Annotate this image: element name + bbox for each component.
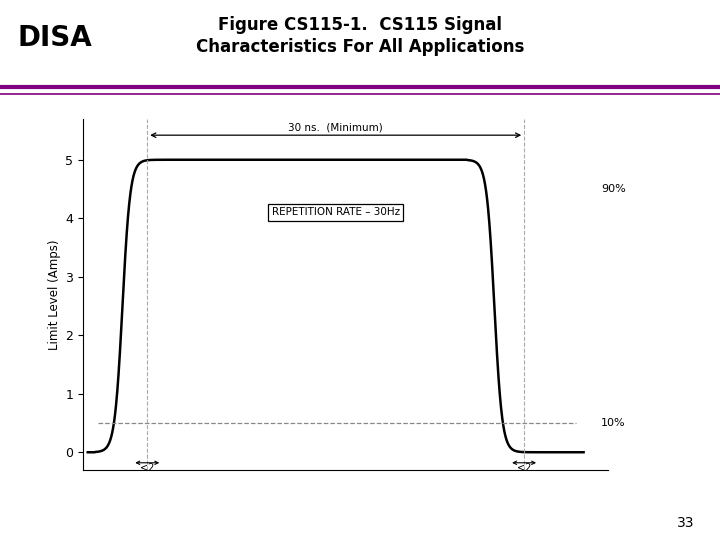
Text: DISA: DISA [18, 24, 93, 52]
Y-axis label: Limit Level (Amps): Limit Level (Amps) [48, 239, 61, 349]
Text: <2: <2 [140, 463, 155, 474]
Text: 10%: 10% [601, 418, 626, 428]
Text: 30 ns.  (Minimum): 30 ns. (Minimum) [288, 123, 383, 133]
Text: Figure CS115-1.  CS115 Signal
Characteristics For All Applications: Figure CS115-1. CS115 Signal Characteris… [196, 16, 524, 56]
Text: 33: 33 [678, 516, 695, 530]
Text: REPETITION RATE – 30Hz: REPETITION RATE – 30Hz [271, 207, 400, 218]
Text: 90%: 90% [601, 184, 626, 194]
Text: <2: <2 [517, 463, 531, 474]
